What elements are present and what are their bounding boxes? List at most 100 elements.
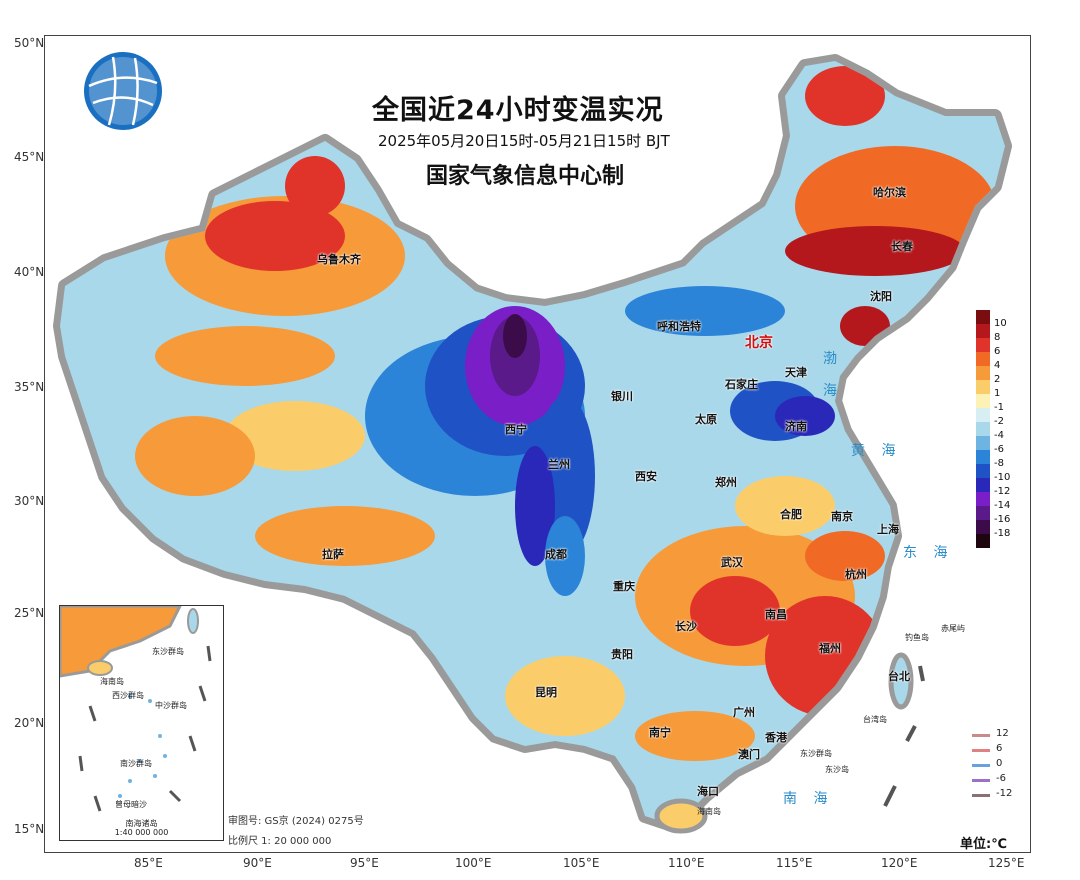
cma-logo bbox=[84, 52, 162, 130]
city-label: 南昌 bbox=[765, 608, 787, 621]
legend-color-cell bbox=[976, 422, 990, 436]
city-label: 长春 bbox=[891, 240, 913, 253]
legend-color-cell bbox=[976, 436, 990, 450]
island-label: 钓鱼岛 bbox=[905, 633, 929, 642]
legend-color-cell bbox=[976, 338, 990, 352]
map-organization: 国家气象信息中心制 bbox=[426, 164, 625, 189]
city-label: 太原 bbox=[695, 413, 717, 426]
legend-color-cell bbox=[976, 408, 990, 422]
city-label: 拉萨 bbox=[322, 548, 344, 561]
legend-label: 8 bbox=[994, 332, 1001, 343]
sea-label: 黄 海 bbox=[851, 443, 902, 459]
legend-color-cell bbox=[976, 394, 990, 408]
city-label: 哈尔滨 bbox=[873, 186, 906, 199]
city-label: 南京 bbox=[831, 510, 853, 523]
legend-label: -4 bbox=[994, 430, 1004, 441]
inset-label: 中沙群岛 bbox=[155, 701, 187, 710]
legend-color-cell bbox=[976, 324, 990, 338]
lon-label: 90°E bbox=[243, 856, 272, 870]
city-label: 乌鲁木齐 bbox=[317, 253, 361, 266]
lat-label: 50°N bbox=[14, 36, 45, 50]
contour-legend-item: 12 bbox=[972, 728, 1032, 743]
sea-label: 南 海 bbox=[783, 791, 834, 807]
sea-label: 渤 bbox=[823, 351, 843, 367]
legend-label: 1 bbox=[994, 388, 1001, 399]
sea-label: 东 海 bbox=[903, 545, 954, 561]
legend-label: 2 bbox=[994, 374, 1001, 385]
map-subtitle: 2025年05月20日15时-05月21日15时 BJT bbox=[378, 132, 670, 150]
inset-scale: 1:40 000 000 bbox=[114, 828, 169, 837]
legend-color-cell bbox=[976, 492, 990, 506]
inset-label: 南沙群岛 bbox=[120, 759, 152, 768]
contour-legend-label: -12 bbox=[996, 788, 1013, 799]
lon-label: 85°E bbox=[134, 856, 163, 870]
inset-label: 曾母暗沙 bbox=[115, 800, 147, 809]
lon-label: 115°E bbox=[776, 856, 813, 870]
unit-label: 单位:℃ bbox=[960, 837, 1007, 852]
island-label: 台湾岛 bbox=[863, 715, 887, 724]
city-label: 福州 bbox=[819, 642, 841, 655]
lon-label: 95°E bbox=[350, 856, 379, 870]
contour-line-swatch bbox=[972, 794, 990, 797]
contour-line-swatch bbox=[972, 749, 990, 752]
city-label: 上海 bbox=[877, 523, 899, 536]
city-label: 沈阳 bbox=[870, 290, 892, 303]
island-label: 赤尾屿 bbox=[941, 624, 965, 633]
lat-label: 25°N bbox=[14, 606, 45, 620]
contour-legend-item: 6 bbox=[972, 743, 1032, 758]
lat-label: 20°N bbox=[14, 716, 45, 730]
city-label: 合肥 bbox=[780, 508, 802, 521]
legend-label: 6 bbox=[994, 346, 1001, 357]
legend-label: 10 bbox=[994, 318, 1007, 329]
map-review-number: 审图号: GS京 (2024) 0275号 bbox=[228, 816, 364, 827]
city-label: 海口 bbox=[697, 785, 719, 798]
legend-color-cell bbox=[976, 478, 990, 492]
temperature-change-map bbox=[53, 52, 1012, 834]
city-label: 济南 bbox=[785, 420, 807, 433]
maritime-boundary bbox=[883, 665, 925, 807]
south-china-sea-inset: 海南岛 西沙群岛 中沙群岛 南沙群岛 曾母暗沙 东沙群岛 南海诸岛 1:40 0… bbox=[59, 605, 224, 841]
city-label: 呼和浩特 bbox=[657, 320, 701, 333]
legend-color-cell bbox=[976, 450, 990, 464]
island-label: 东沙群岛 bbox=[800, 749, 832, 758]
city-label: 澳门 bbox=[738, 748, 760, 761]
contour-legend-label: 0 bbox=[996, 758, 1003, 769]
city-label: 台北 bbox=[888, 670, 910, 683]
legend-color-cell bbox=[976, 310, 990, 324]
legend-color-cell bbox=[976, 464, 990, 478]
city-label: 长沙 bbox=[675, 620, 697, 633]
legend-color-cell bbox=[976, 534, 990, 548]
city-label-capital: 北京 bbox=[745, 335, 773, 351]
city-label: 石家庄 bbox=[725, 378, 758, 391]
legend-color-cell bbox=[976, 380, 990, 394]
contour-legend: 12 6 0 -6 -12 bbox=[972, 728, 1032, 803]
temperature-field bbox=[60, 61, 1005, 826]
lat-label: 40°N bbox=[14, 265, 45, 279]
legend-label: -2 bbox=[994, 416, 1004, 427]
city-label: 西宁 bbox=[505, 423, 527, 436]
city-label: 银川 bbox=[611, 390, 633, 403]
lat-label: 15°N bbox=[14, 822, 45, 836]
city-label: 贵阳 bbox=[611, 648, 633, 661]
legend-label: -6 bbox=[994, 444, 1004, 455]
island-label: 东沙岛 bbox=[825, 765, 849, 774]
contour-legend-item: 0 bbox=[972, 758, 1032, 773]
inset-label: 西沙群岛 bbox=[112, 691, 144, 700]
lon-label: 125°E bbox=[988, 856, 1025, 870]
legend-label: -1 bbox=[994, 402, 1004, 413]
contour-line-swatch bbox=[972, 734, 990, 737]
sea-label: 海 bbox=[823, 383, 843, 399]
lat-label: 35°N bbox=[14, 380, 45, 394]
map-title: 全国近24小时变温实况 bbox=[372, 95, 664, 126]
city-label: 南宁 bbox=[649, 726, 671, 739]
city-label: 西安 bbox=[635, 470, 657, 483]
lon-label: 105°E bbox=[563, 856, 600, 870]
inset-label: 东沙群岛 bbox=[152, 647, 184, 656]
city-label: 郑州 bbox=[715, 476, 737, 489]
legend-color-cell bbox=[976, 366, 990, 380]
city-label: 天津 bbox=[785, 366, 807, 379]
legend-color-cell bbox=[976, 520, 990, 534]
city-label: 香港 bbox=[765, 731, 787, 744]
city-label: 武汉 bbox=[721, 556, 743, 569]
